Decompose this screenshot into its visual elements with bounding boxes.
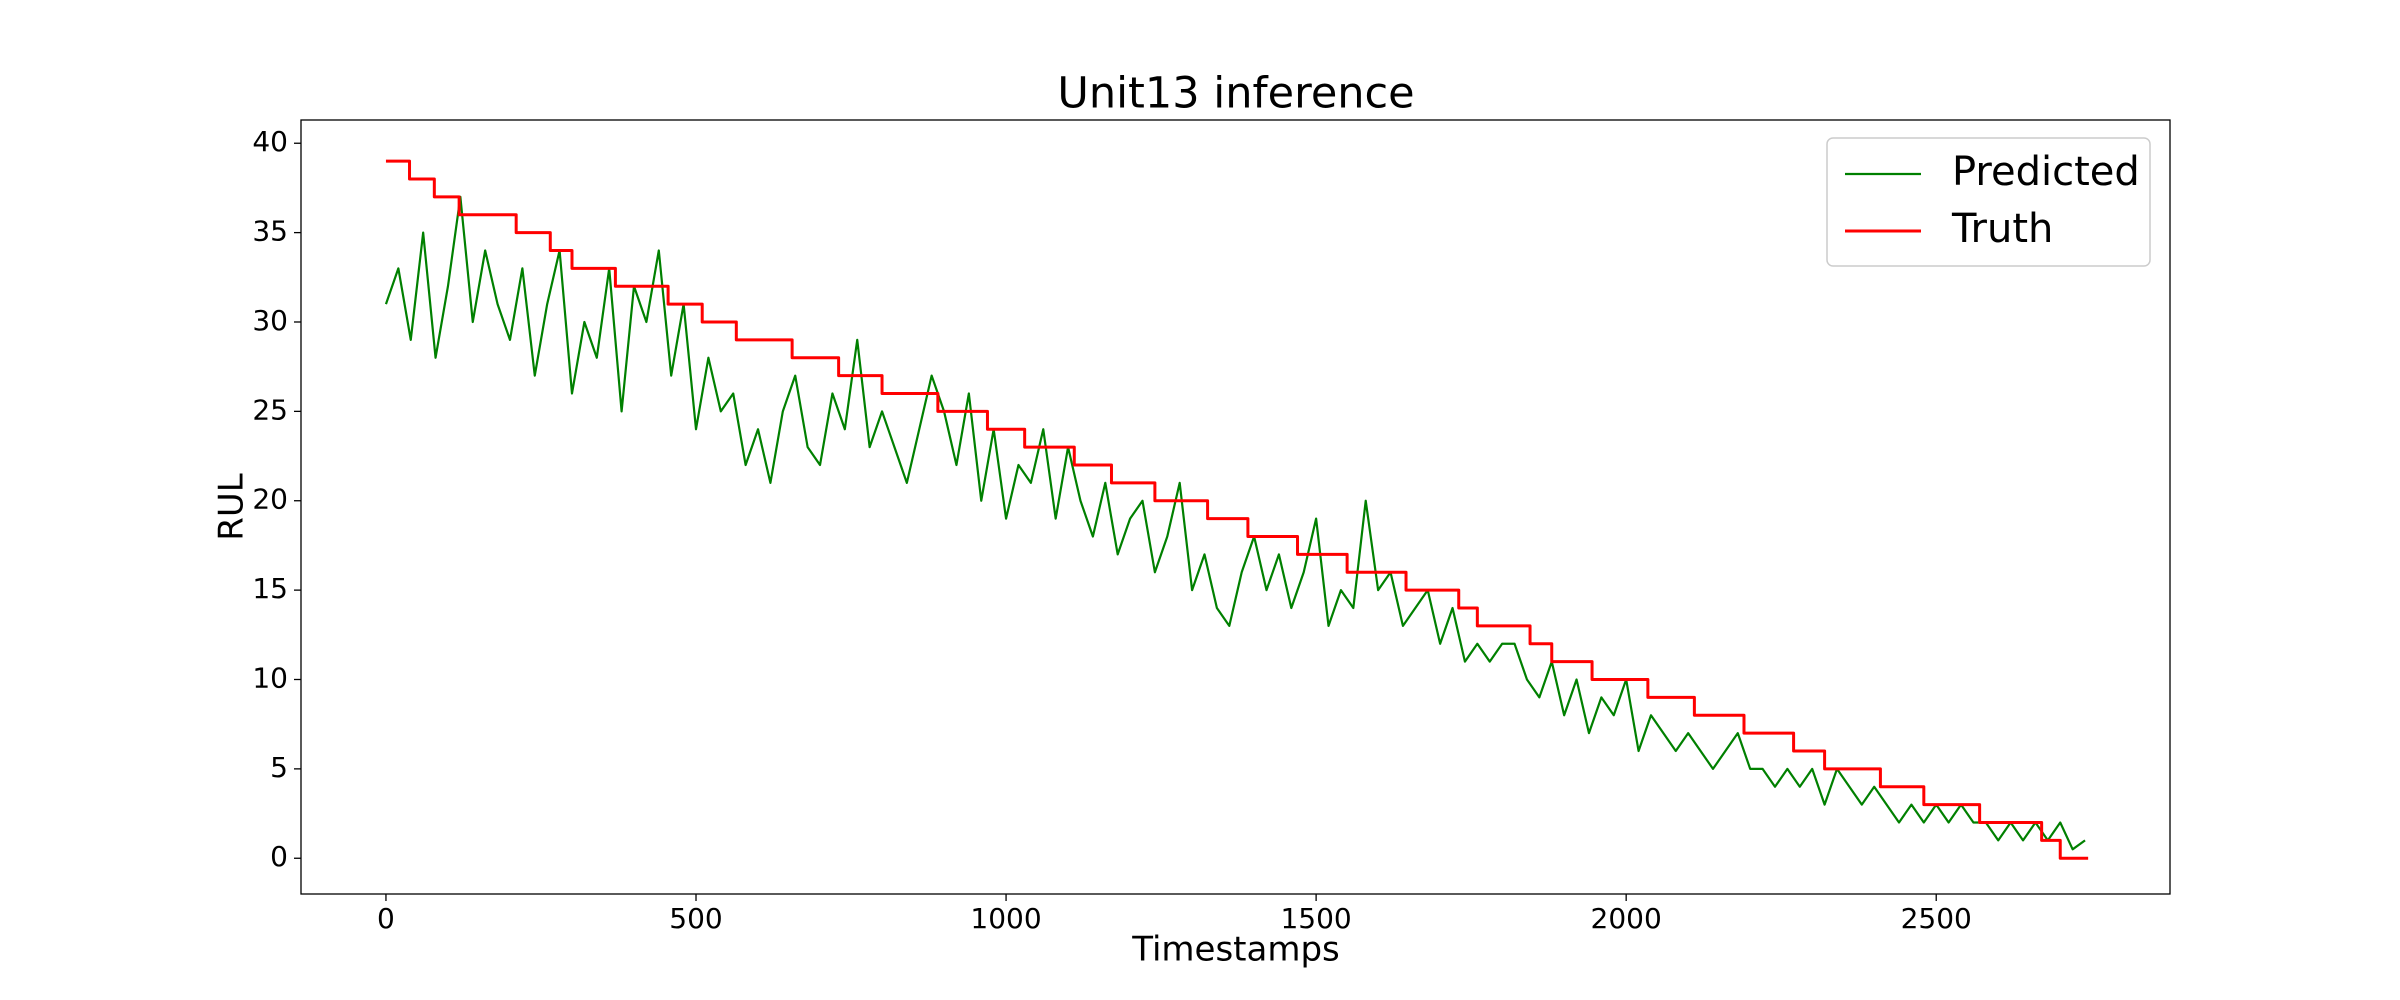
y-tick-label: 40 [252,125,288,158]
x-axis-label: Timestamps [1131,930,1340,970]
plot-frame [300,119,2171,895]
legend-label: Truth [1951,206,2053,252]
y-tick-label: 25 [252,393,288,426]
y-tick-label: 10 [252,661,288,694]
line-series [385,159,2089,860]
y-tick-label: 0 [270,840,288,873]
x-tick-label: 2500 [1901,902,1972,935]
legend-label: Predicted [1952,149,2140,195]
x-tick-label: 1500 [1280,902,1351,935]
legend-box [1826,137,2151,267]
y-tick-label: 35 [252,215,288,248]
x-tick-label: 500 [669,902,722,935]
y-tick-label: 30 [252,304,288,337]
y-tick-label: 5 [270,751,288,784]
x-tick-label: 1000 [970,902,1041,935]
x-tick-label: 0 [377,902,395,935]
chart-title: Unit13 inference [1057,69,1414,119]
line-series [384,195,2086,851]
x-tick-label: 2000 [1591,902,1662,935]
y-axis-label: RUL [212,473,252,541]
y-tick-label: 15 [252,572,288,605]
y-tick-label: 20 [252,483,288,516]
